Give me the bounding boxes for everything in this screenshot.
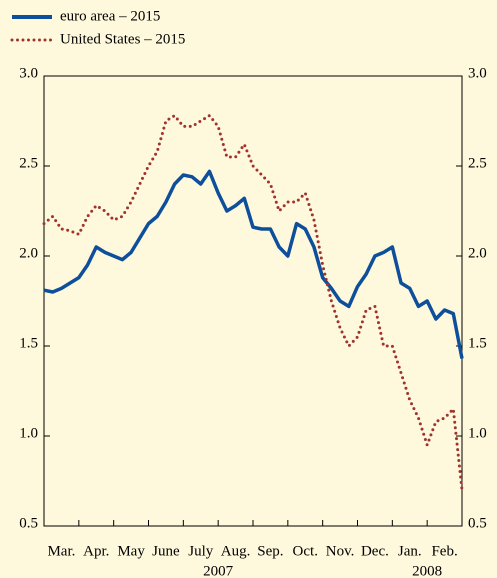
x-tick-label: July [188, 543, 214, 559]
y2-tick-label: 3.0 [468, 65, 487, 81]
x-tick-label: Jan. [398, 543, 422, 559]
y2-tick-label: 2.0 [468, 245, 487, 261]
y-tick-label: 2.5 [19, 155, 38, 171]
y2-tick-label: 1.0 [468, 425, 487, 441]
legend-label: euro area – 2015 [60, 8, 160, 24]
x-tick-label: Sep. [257, 543, 283, 559]
x-tick-label: Apr. [83, 543, 109, 559]
x-tick-label: Mar. [47, 543, 75, 559]
y2-tick-label: 1.5 [468, 335, 487, 351]
y2-tick-label: 2.5 [468, 155, 487, 171]
y-tick-label: 1.0 [19, 425, 38, 441]
x-tick-label: Oct. [293, 543, 318, 559]
x-tick-label: Feb. [431, 543, 457, 559]
year-label: 2008 [412, 563, 442, 578]
y-tick-label: 2.0 [19, 245, 38, 261]
x-tick-label: Nov. [326, 543, 355, 559]
x-tick-label: June [152, 543, 180, 559]
legend-label: United States – 2015 [60, 31, 185, 47]
y2-tick-label: 0.5 [468, 515, 487, 531]
y-tick-label: 1.5 [19, 335, 38, 351]
plot-frame [43, 75, 463, 527]
x-tick-label: May [117, 543, 145, 559]
series-line [42, 113, 464, 492]
y-tick-label: 3.0 [19, 65, 38, 81]
year-label: 2007 [203, 563, 234, 578]
series-line [43, 169, 464, 359]
x-tick-label: Aug. [221, 543, 251, 559]
y-tick-label: 0.5 [19, 515, 38, 531]
x-tick-label: Dec. [361, 543, 389, 559]
